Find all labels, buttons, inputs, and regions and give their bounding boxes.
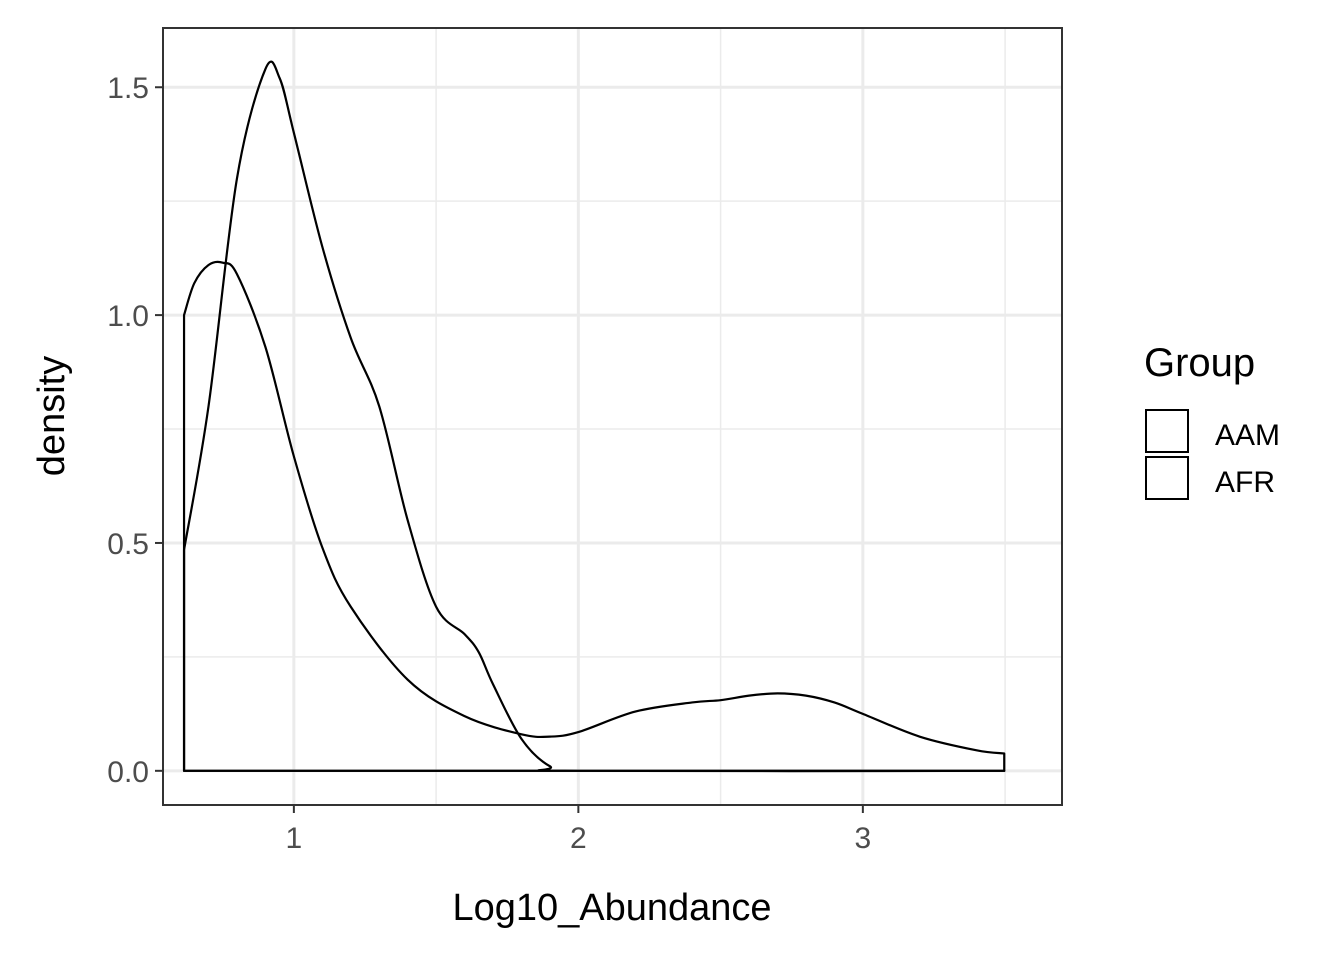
y-axis-title: density (31, 356, 73, 476)
x-tick-label: 2 (570, 822, 587, 855)
y-tick-label: 1.5 (107, 72, 149, 105)
x-axis-title: Log10_Abundance (452, 887, 771, 929)
y-tick-label: 1.0 (107, 300, 149, 333)
y-tick-label: 0.0 (107, 756, 149, 789)
y-tick-label: 0.5 (107, 528, 149, 561)
panel-border (162, 27, 1063, 806)
legend-label-afr: AFR (1215, 466, 1275, 499)
legend-title: Group (1144, 341, 1255, 385)
density-curve-aam (182, 60, 1006, 773)
x-tick-label: 3 (855, 822, 872, 855)
x-tick-label: 1 (286, 822, 303, 855)
density-curves (182, 60, 1006, 773)
axes: 1 2 3 0.0 0.5 1.0 1.5 (107, 72, 871, 855)
legend-key-aam (1145, 409, 1189, 453)
legend-key-afr (1145, 456, 1189, 500)
legend-label-aam: AAM (1215, 419, 1280, 452)
density-curve-afr (182, 260, 1006, 772)
legend: Group AAM AFR (1144, 341, 1280, 500)
